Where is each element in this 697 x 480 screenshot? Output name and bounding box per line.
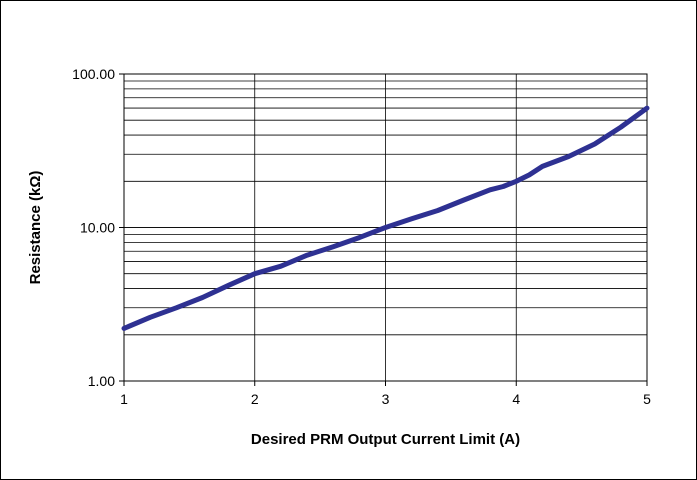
x-tick-label: 5 xyxy=(643,391,651,407)
y-tick-label: 100.00 xyxy=(72,66,115,82)
x-axis-title: Desired PRM Output Current Limit (A) xyxy=(251,431,520,448)
axis-ticks: 1.00 10.00 100.00 1 2 3 4 5 xyxy=(72,66,651,407)
y-axis-title: Resistance (kΩ) xyxy=(27,171,44,285)
y-tick-label: 10.00 xyxy=(80,220,115,236)
x-tick-label: 4 xyxy=(512,391,520,407)
series-lines xyxy=(121,105,650,331)
series-line xyxy=(121,105,650,331)
x-tick-label: 3 xyxy=(382,391,390,407)
y-tick-label: 1.00 xyxy=(88,373,115,389)
x-tick-label: 2 xyxy=(251,391,259,407)
x-tick-label: 1 xyxy=(120,391,128,407)
